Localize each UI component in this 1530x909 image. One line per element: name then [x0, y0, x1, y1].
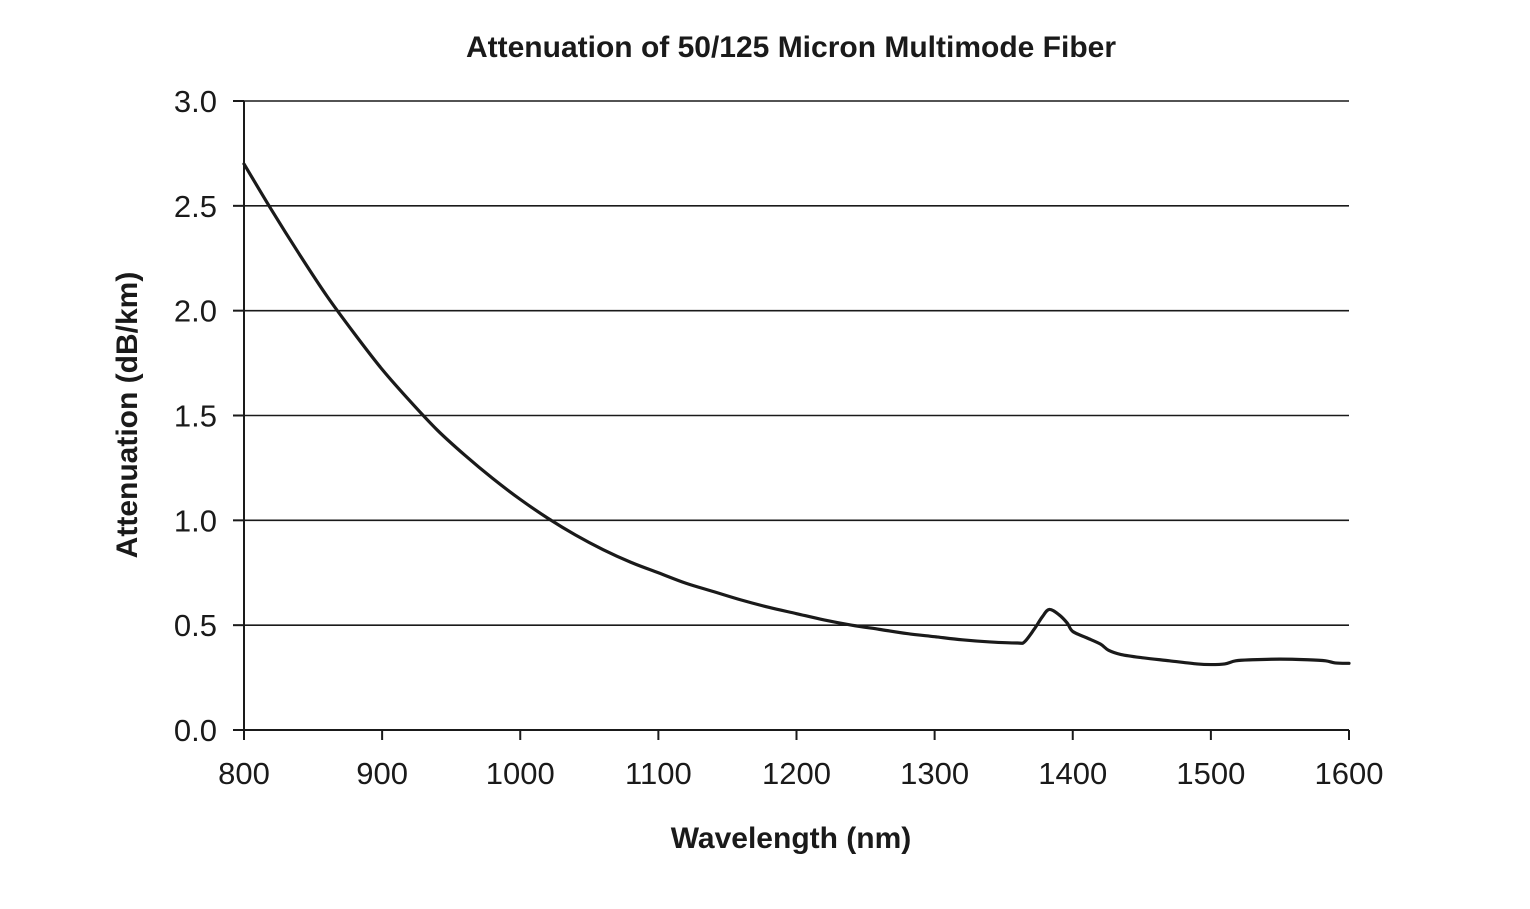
- y-tick-label: 3.0: [174, 84, 217, 119]
- y-axis-ticks: 0.0 0.5 1.0 1.5 2.0 2.5 3.0: [174, 84, 244, 748]
- y-axis-title: Attenuation (dB/km): [111, 272, 144, 559]
- y-tick-label: 1.5: [174, 399, 217, 434]
- gridlines: [244, 100, 1349, 626]
- series-layer: [242, 162, 1351, 667]
- x-tick-label: 1000: [486, 756, 555, 791]
- x-tick-label: 1500: [1176, 756, 1245, 791]
- y-tick-label: 1.0: [174, 503, 217, 538]
- x-tick-label: 1100: [625, 756, 692, 791]
- x-tick-label: 800: [218, 756, 270, 791]
- x-tick-label: 1400: [1038, 756, 1107, 791]
- x-axis-ticks: 800 900 1000 1100 1200 1300 1400 1500 1600: [218, 730, 1383, 791]
- x-tick-label: 900: [356, 756, 408, 791]
- y-tick-label: 0.5: [174, 608, 217, 643]
- x-axis-title: Wavelength (nm): [671, 822, 912, 855]
- x-tick-label: 1200: [762, 756, 831, 791]
- attenuation-series-line: [242, 162, 1351, 667]
- x-tick-label: 1600: [1315, 756, 1384, 791]
- y-tick-label: 0.0: [174, 713, 217, 748]
- chart-title: Attenuation of 50/125 Micron Multimode F…: [466, 31, 1116, 64]
- y-tick-label: 2.0: [174, 294, 217, 329]
- y-tick-label: 2.5: [174, 189, 217, 224]
- x-tick-label: 1300: [900, 756, 969, 791]
